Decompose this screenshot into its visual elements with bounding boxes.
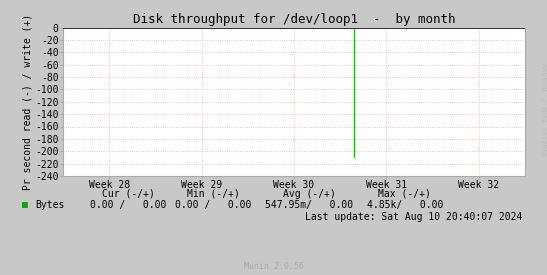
Text: Munin 2.0.56: Munin 2.0.56: [243, 262, 304, 271]
Y-axis label: Pr second read (-) / write (+): Pr second read (-) / write (+): [22, 14, 32, 190]
Text: Bytes: Bytes: [36, 200, 65, 210]
Text: 0.00 /   0.00: 0.00 / 0.00: [175, 200, 252, 210]
Text: Min (-/+): Min (-/+): [187, 189, 240, 199]
Text: Last update: Sat Aug 10 20:40:07 2024: Last update: Sat Aug 10 20:40:07 2024: [305, 212, 522, 222]
Text: Avg (-/+): Avg (-/+): [283, 189, 335, 199]
Text: 4.85k/   0.00: 4.85k/ 0.00: [366, 200, 443, 210]
Text: ■: ■: [22, 200, 28, 210]
Title: Disk throughput for /dev/loop1  -  by month: Disk throughput for /dev/loop1 - by mont…: [133, 13, 455, 26]
Text: Max (-/+): Max (-/+): [379, 189, 431, 199]
Text: 0.00 /   0.00: 0.00 / 0.00: [90, 200, 167, 210]
Text: RRDTOOL / TOBI OETIKER: RRDTOOL / TOBI OETIKER: [540, 63, 546, 157]
Text: 547.95m/   0.00: 547.95m/ 0.00: [265, 200, 353, 210]
Text: Cur (-/+): Cur (-/+): [102, 189, 155, 199]
